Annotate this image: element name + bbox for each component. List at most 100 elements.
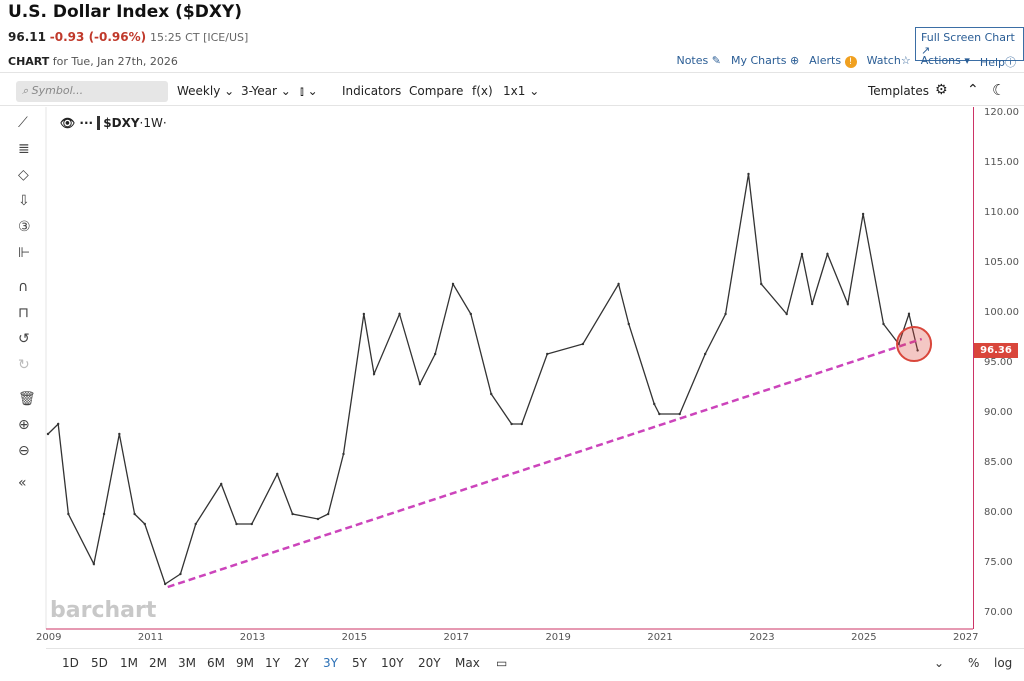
range-button-6m[interactable]: 6M (207, 656, 225, 670)
price-point (490, 392, 493, 396)
chart-type-dropdown[interactable]: ⫾ ⌄ (300, 84, 318, 98)
y-tick-label: 120.00 (984, 107, 1019, 118)
templates-button[interactable]: Templates (868, 84, 930, 98)
price-point (800, 252, 804, 256)
price-point (703, 352, 707, 356)
chart-label: CHART (8, 55, 50, 68)
range-button-3m[interactable]: 3M (178, 656, 196, 670)
range-dropdown[interactable]: 3-Year ⌄ (241, 84, 291, 98)
range-button-3y[interactable]: 3Y (323, 656, 338, 670)
price-point (398, 312, 401, 316)
notes-link[interactable]: Notes ✎ (676, 54, 721, 67)
range-button-max[interactable]: Max (455, 656, 480, 670)
y-tick-label: 80.00 (984, 507, 1013, 518)
range-button-5y[interactable]: 5Y (352, 656, 367, 670)
layout-dropdown[interactable]: 1x1 ⌄ (503, 84, 540, 98)
price-point (826, 252, 829, 256)
range-button-2y[interactable]: 2Y (294, 656, 309, 670)
calendar-icon[interactable]: ▭ (496, 656, 508, 670)
collapse-sidebar-icon[interactable]: « (18, 475, 27, 491)
price-point (418, 382, 422, 386)
eye-icon[interactable]: 👁 (60, 116, 76, 130)
x-tick-label: 2021 (647, 632, 673, 643)
price-point (510, 422, 513, 426)
lock-icon[interactable]: ⊓ (18, 305, 29, 321)
price-point (362, 312, 366, 316)
price-point (179, 572, 182, 576)
x-tick-label: 2011 (137, 632, 164, 643)
help-link[interactable]: Helpⓘ (979, 56, 1016, 69)
price-point (220, 482, 223, 486)
magnet-icon[interactable]: ∩ (18, 279, 29, 295)
range-button-1d[interactable]: 1D (62, 656, 79, 670)
price-point (316, 517, 320, 521)
quote-time: 15:25 CT [ICE/US] (149, 31, 249, 44)
interval-dropdown[interactable]: Weekly ⌄ (177, 84, 235, 98)
range-button-9m[interactable]: 9M (236, 656, 254, 670)
price-change: -0.93 (-0.96%) (49, 30, 147, 44)
actions-menu[interactable]: Actions ▾ (920, 54, 970, 67)
percent-toggle[interactable]: % (968, 656, 980, 670)
legend-interval: ·1W· (139, 116, 167, 130)
arrow-tool-icon[interactable]: ⇩ (18, 193, 30, 209)
price-point (785, 312, 788, 316)
zoom-in-icon[interactable]: ⊕ (18, 417, 30, 433)
redo-icon[interactable]: ↻ (18, 357, 30, 373)
price-point (760, 282, 763, 286)
price-point (56, 422, 60, 426)
trash-icon[interactable]: 🗑 (18, 391, 36, 407)
price-point (67, 512, 70, 516)
log-toggle[interactable]: log (994, 656, 1013, 670)
symbol-input[interactable]: ⌕ Symbol... (16, 81, 168, 102)
y-tick-label: 75.00 (984, 557, 1013, 568)
compare-button[interactable]: Compare (409, 84, 464, 98)
alerts-link[interactable]: Alerts ! (809, 54, 857, 70)
price-point (546, 352, 549, 356)
price-point (907, 312, 911, 316)
y-tick-label: 70.00 (984, 607, 1013, 618)
indicators-button[interactable]: Indicators (342, 84, 402, 98)
price-point (846, 302, 850, 306)
x-tick-label: 2009 (36, 632, 62, 643)
range-button-20y[interactable]: 20Y (418, 656, 441, 670)
page-title: U.S. Dollar Index ($DXY) (8, 2, 243, 22)
y-tick-label: 115.00 (984, 157, 1019, 168)
undo-icon[interactable]: ↺ (18, 331, 30, 347)
fib-tool-icon[interactable]: ≣ (18, 141, 30, 157)
line-tool-icon[interactable]: ⟋ (18, 115, 28, 131)
range-button-2m[interactable]: 2M (149, 656, 167, 670)
range-button-1m[interactable]: 1M (120, 656, 138, 670)
x-tick-label: 2015 (341, 632, 368, 643)
price-point (617, 282, 620, 286)
range-button-5d[interactable]: 5D (91, 656, 108, 670)
x-tick-label: 2019 (545, 632, 571, 643)
collapse-icon[interactable]: ⌃ (967, 82, 979, 98)
dark-mode-icon[interactable]: ☾ (992, 81, 1006, 99)
gear-icon[interactable]: ⚙ (935, 82, 948, 98)
counter-tool-icon[interactable]: ③ (18, 219, 31, 235)
price-point (581, 342, 585, 346)
y-tick-label: 90.00 (984, 407, 1013, 418)
search-icon: ⌕ (22, 84, 29, 97)
range-button-10y[interactable]: 10Y (381, 656, 404, 670)
shape-tool-icon[interactable]: ◇ (18, 167, 29, 183)
range-button-1y[interactable]: 1Y (265, 656, 280, 670)
y-tick-label: 95.00 (984, 357, 1013, 368)
function-button[interactable]: f(x) (472, 84, 493, 98)
zoom-out-icon[interactable]: ⊖ (18, 443, 30, 459)
watch-link[interactable]: Watch☆ (866, 54, 911, 67)
price-point (118, 432, 121, 436)
y-tick-label: 85.00 (984, 457, 1013, 468)
measure-tool-icon[interactable]: ⊩ (18, 245, 31, 261)
price-point (747, 172, 750, 176)
highlight-circle (896, 326, 933, 362)
price-point (882, 322, 885, 326)
y-tick-label: 100.00 (984, 307, 1019, 318)
expand-icon[interactable]: ⌄ (934, 656, 945, 670)
my-charts-link[interactable]: My Charts ⊕ (730, 54, 800, 67)
price-point (451, 282, 455, 286)
full-screen-chart-button[interactable]: Full Screen Chart ↗ (915, 27, 1024, 61)
barchart-watermark: barchart (50, 598, 157, 623)
price-point (291, 512, 294, 516)
